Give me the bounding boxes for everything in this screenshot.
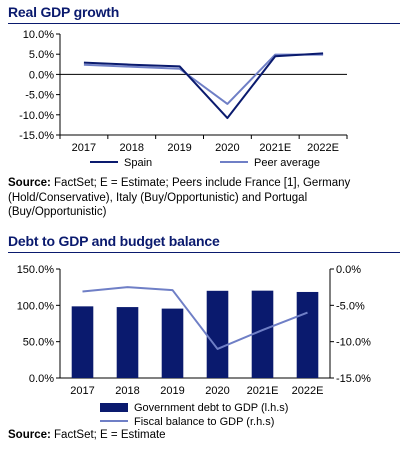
chart1-source-text: FactSet; E = Estimate; Peers include Fra… (8, 177, 351, 218)
chart2-left-tick-label: 50.0% (23, 337, 54, 349)
chart1-title-rule (8, 23, 400, 24)
chart2-left-tick-label: 150.0% (17, 264, 55, 276)
chart2-debt-bar (116, 307, 139, 378)
chart2-debt-bar (296, 291, 319, 378)
chart2-legend-bar-swatch (100, 403, 128, 412)
chart2-right-tick-label: -15.0% (336, 373, 371, 385)
chart1-x-tick-label: 2022E (307, 142, 339, 154)
debt-budget-chart: 150.0% 100.0% 50.0% 0.0% 0.0% -5.0% -10.0% -15.… (17, 264, 371, 428)
chart2-legend-line-label: Fiscal balance to GDP (r.h.s) (134, 416, 274, 428)
chart2-x-tick-label: 2018 (115, 385, 139, 397)
chart2-right-tick-label: -10.0% (336, 337, 371, 349)
chart1-y-tick-label: -15.0% (19, 130, 54, 142)
chart1-x-tick-label: 2017 (72, 142, 96, 154)
chart1-y-tick-label: 0.0% (29, 69, 54, 81)
gdp-growth-chart: 10.0% 5.0% 0.0% -5.0% -10.0% -15.0% 2017 2018 20… (19, 29, 348, 169)
chart1-y-tick-label: -10.0% (19, 110, 54, 122)
chart1-legend-label: Spain (124, 157, 152, 169)
chart2-title-rule (8, 252, 400, 253)
chart1-x-tick-label: 2018 (120, 142, 144, 154)
chart2-right-tick-label: -5.0% (336, 300, 365, 312)
chart2-legend-bar-label: Government debt to GDP (l.h.s) (134, 402, 288, 414)
chart2-debt-bar (161, 308, 184, 378)
chart1-y-tick-label: 10.0% (23, 29, 54, 41)
chart1-x-tick-label: 2019 (167, 142, 191, 154)
chart2-x-tick-label: 2021E (247, 385, 279, 397)
chart1-y-tick-label: 5.0% (29, 49, 54, 61)
chart2-left-tick-label: 100.0% (17, 300, 55, 312)
chart1-source-label: Source: (8, 177, 51, 189)
chart2-source: Source: FactSet; E = Estimate (8, 428, 400, 443)
chart1-series-line (83, 53, 324, 105)
chart2-left-tick-label: 0.0% (29, 373, 54, 385)
chart2-title: Debt to GDP and budget balance (8, 233, 220, 249)
chart2-source-text: FactSet; E = Estimate (54, 429, 166, 441)
chart1-title: Real GDP growth (8, 4, 120, 20)
chart1-series-line (83, 52, 324, 120)
chart1-y-tick-label: -5.0% (25, 90, 54, 102)
chart1-source: Source: FactSet; E = Estimate; Peers inc… (8, 176, 400, 220)
chart1-legend-label: Peer average (254, 157, 320, 169)
chart2-x-tick-label: 2019 (160, 385, 184, 397)
chart2-debt-bar (71, 306, 94, 378)
chart2-right-tick-label: 0.0% (336, 264, 361, 276)
chart2-debt-bar (206, 290, 229, 378)
chart2-fiscal-line (82, 286, 308, 350)
chart2-source-label: Source: (8, 429, 51, 441)
chart1-x-tick-label: 2021E (259, 142, 291, 154)
chart1-x-tick-label: 2020 (215, 142, 239, 154)
chart2-x-tick-label: 2017 (70, 385, 94, 397)
chart2-x-tick-label: 2022E (292, 385, 324, 397)
chart2-debt-bar (251, 290, 274, 378)
chart2-x-tick-label: 2020 (205, 385, 229, 397)
